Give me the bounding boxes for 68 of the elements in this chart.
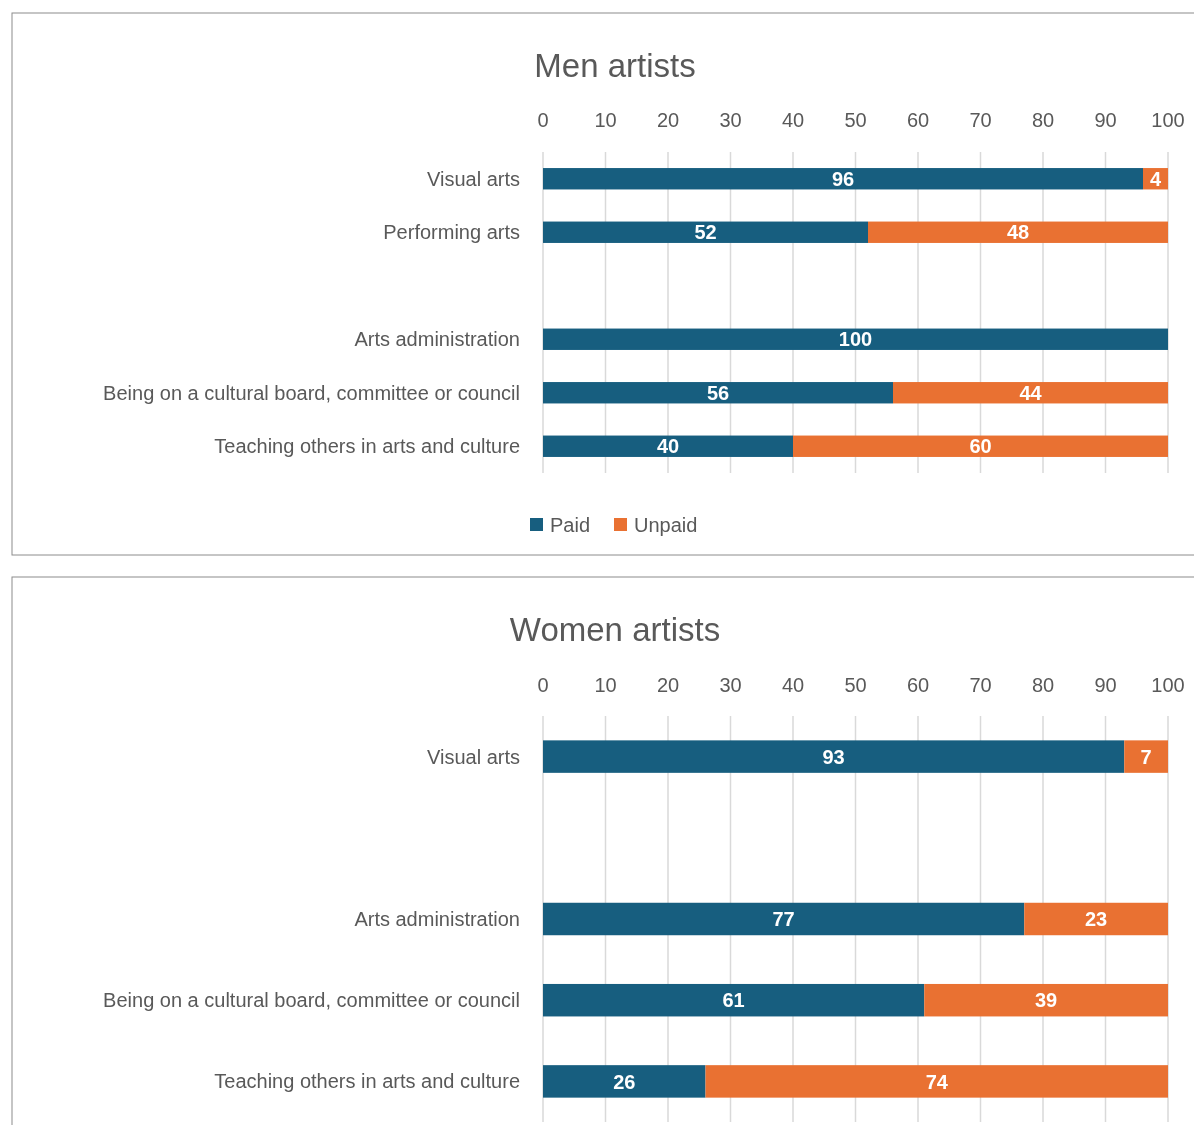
x-tick-label: 80 [1031,109,1055,131]
data-label: 96 [831,167,855,190]
bar [893,382,1168,404]
x-tick-label: 90 [1094,674,1117,696]
x-tick-label: 50 [844,674,867,696]
data-label: 44 [1019,381,1043,404]
data-label: 48 [1006,221,1030,244]
data-label: 77 [772,908,795,931]
data-label: 7 [1140,745,1152,768]
data-label: 39 [1035,989,1058,1012]
data-label: 4 [1149,167,1162,190]
x-tick-label: 10 [594,109,617,131]
x-tick-label: 30 [719,674,742,696]
x-tick-label: 90 [1094,109,1117,131]
x-tick-label: 70 [969,674,992,696]
data-label: 74 [925,1070,949,1093]
data-label: 40 [656,435,680,458]
data-label: 56 [706,381,730,404]
x-tick-label: 50 [844,109,867,131]
x-tick-label: 10 [594,674,617,696]
data-label: 100 [838,328,873,351]
y-tick-label: Teaching others in arts and culture [214,1070,520,1093]
bar [543,902,1025,936]
data-label: 52 [694,221,717,244]
y-tick-label: Visual arts [426,745,520,768]
data-label: 61 [722,989,745,1012]
y-tick-label: Being on a cultural board, committee or council [103,989,520,1012]
bar [543,221,868,243]
x-tick-label: 60 [906,674,930,696]
bar [793,435,1168,457]
x-tick-label: 0 [537,109,549,131]
bar [705,1065,1168,1098]
y-tick-label: Performing arts [383,221,520,244]
data-label: 60 [969,435,992,458]
bar [543,983,925,1017]
y-tick-label: Arts administration [354,908,520,930]
bar [924,983,1168,1017]
bar [543,328,1168,350]
y-tick-label: Being on a cultural board, committee or council [103,381,520,404]
bar [1024,902,1168,936]
x-tick-label: 40 [781,674,805,696]
x-tick-label: 70 [969,109,992,131]
x-tick-label: 80 [1031,674,1055,696]
x-tick-label: 20 [656,674,680,696]
bar [868,221,1168,243]
y-tick-label: Teaching others in arts and culture [214,435,520,458]
bar [543,435,793,457]
bar [543,740,1125,773]
x-tick-label: 60 [906,109,930,131]
data-label: 23 [1085,908,1108,931]
x-tick-label: 100 [1151,109,1185,131]
bar [543,1065,706,1098]
x-tick-label: 100 [1151,674,1185,696]
y-tick-label: Visual arts [426,167,520,190]
y-tick-label: Arts administration [354,328,520,351]
x-tick-label: 30 [719,109,742,131]
bar [543,168,1143,190]
data-label: 26 [613,1070,636,1093]
legend-label: Unpaid [634,514,698,536]
x-tick-label: 20 [656,109,680,131]
bar [543,382,893,404]
chart-title: Men artists [534,46,696,84]
bar [1124,740,1168,773]
x-tick-label: 40 [781,109,805,131]
chart-title: Women artists [509,610,721,648]
legend-label: Paid [550,514,591,536]
x-tick-label: 0 [537,674,549,696]
data-label: 93 [822,745,845,768]
